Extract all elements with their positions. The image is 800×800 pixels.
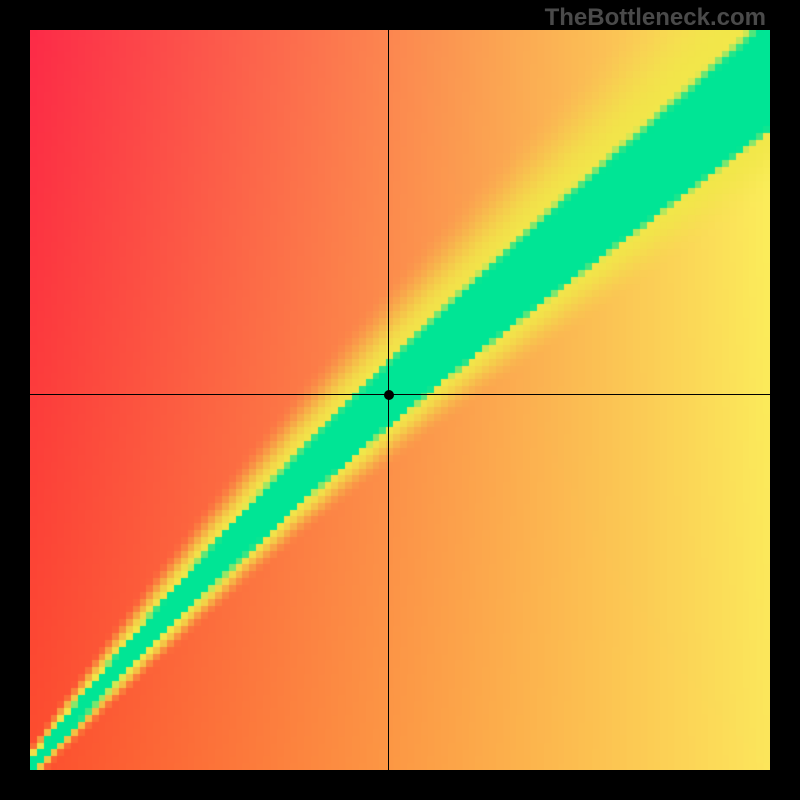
crosshair-point bbox=[384, 390, 394, 400]
crosshair-vertical bbox=[388, 30, 389, 770]
bottleneck-heatmap bbox=[30, 30, 770, 770]
watermark-text: TheBottleneck.com bbox=[545, 4, 766, 32]
crosshair-horizontal bbox=[30, 394, 770, 395]
